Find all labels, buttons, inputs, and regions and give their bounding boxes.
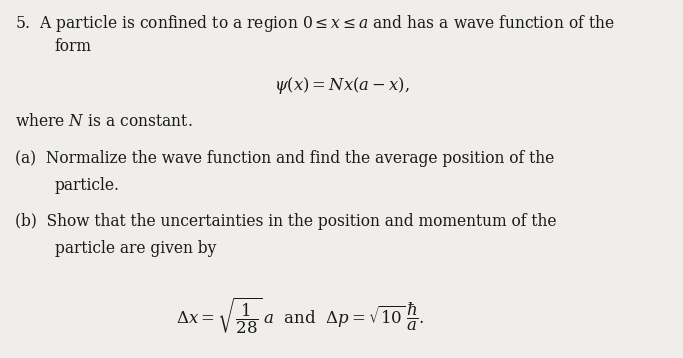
Text: 5.  A particle is confined to a region $0 \leq x \leq a$ and has a wave function: 5. A particle is confined to a region $0… (15, 13, 615, 34)
Text: (b)  Show that the uncertainties in the position and momentum of the: (b) Show that the uncertainties in the p… (15, 213, 557, 230)
Text: where $N$ is a constant.: where $N$ is a constant. (15, 113, 193, 130)
Text: $\Delta x = \sqrt{\dfrac{1}{28}}\, a$  and  $\Delta p = \sqrt{10}\,\dfrac{\hbar}: $\Delta x = \sqrt{\dfrac{1}{28}}\, a$ an… (176, 295, 425, 336)
Text: form: form (55, 38, 92, 54)
Text: particle are given by: particle are given by (55, 240, 216, 257)
Text: (a)  Normalize the wave function and find the average position of the: (a) Normalize the wave function and find… (15, 150, 555, 167)
Text: particle.: particle. (55, 177, 120, 194)
Text: $\psi(x) = Nx(a - x),$: $\psi(x) = Nx(a - x),$ (274, 75, 409, 96)
